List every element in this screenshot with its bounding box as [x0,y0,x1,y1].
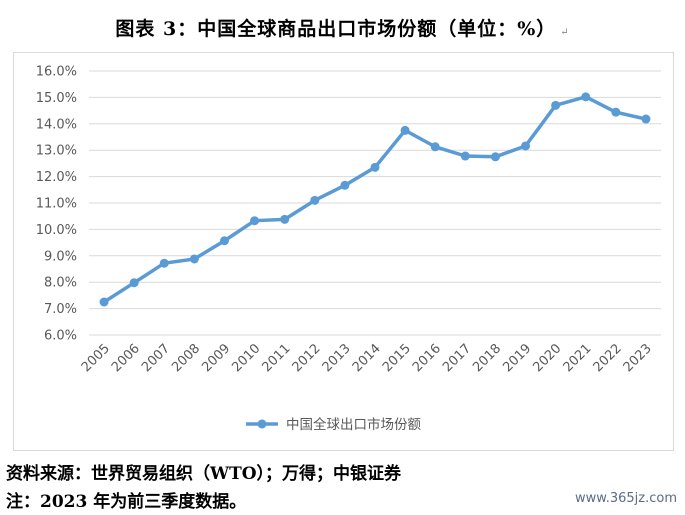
data-point [340,180,350,190]
legend-label: 中国全球出口市场份额 [286,416,421,433]
data-point [400,125,410,135]
x-tick-label: 2021 [561,341,595,375]
data-point [219,236,229,246]
data-point [521,141,531,151]
data-point [310,195,320,205]
data-point [129,278,139,288]
x-tick-label: 2009 [199,341,233,375]
source-line: 资料来源：世界贸易组织（WTO）；万得；中银证券 [6,464,402,484]
chart-frame: 6.0% 7.0% 8.0% 9.0% 10.0% 11.0% 12.0% 13.0% 14.0… [13,52,674,451]
x-tick-label: 2015 [380,341,414,375]
x-tick-label: 2014 [350,341,384,375]
y-tick-label: 6.0% [44,329,77,344]
series-line [103,95,647,304]
y-tick-label: 10.0% [36,223,77,238]
line-chart: 6.0% 7.0% 8.0% 9.0% 10.0% 11.0% 12.0% 13.0% 14.0… [36,65,661,433]
y-tick-label: 9.0% [44,249,77,264]
y-tick-label: 8.0% [44,276,77,291]
x-tick-label: 2018 [470,341,504,375]
note-line: 注：2023 年为前三季度数据。 [6,492,247,512]
data-point [460,151,470,161]
legend-marker [257,419,267,429]
x-tick-label: 2017 [440,341,474,375]
paragraph-mark: ↵ [560,27,570,38]
data-point [159,258,169,268]
x-tick-label: 2020 [530,341,564,375]
data-point [250,216,260,226]
x-tick-label: 2012 [290,341,324,375]
x-tick-label: 2010 [229,341,263,375]
x-tick-label: 2011 [260,341,294,375]
x-tick-label: 2022 [591,341,625,375]
data-point [581,92,591,102]
data-point [430,142,440,152]
y-tick-label: 11.0% [36,197,77,212]
data-point [611,107,621,117]
y-tick-label: 7.0% [44,302,77,317]
x-tick-label: 2006 [109,341,143,375]
data-point [189,254,199,264]
y-tick-label: 16.0% [36,65,77,80]
x-tick-label: 2019 [500,341,534,375]
x-tick-label: 2007 [139,341,173,375]
data-point [370,162,380,172]
y-tick-label: 15.0% [36,91,77,106]
data-point [551,100,561,110]
y-tick-label: 14.0% [36,117,77,132]
chart-title: 图表 3：中国全球商品出口市场份额（单位：%） ↵ [0,14,685,41]
x-tick-label: 2005 [79,341,113,375]
watermark: www.365jz.com [575,491,677,506]
x-tick-label: 2023 [621,341,655,375]
x-tick-label: 2016 [410,341,444,375]
x-tick-label: 2008 [169,341,203,375]
chart-title-text: 图表 3：中国全球商品出口市场份额（单位：%） [115,18,557,40]
data-point [641,114,651,124]
data-point [280,214,290,224]
x-tick-label: 2013 [320,341,354,375]
data-point [99,297,109,307]
y-tick-label: 13.0% [36,144,77,159]
y-tick-label: 12.0% [36,170,77,185]
data-point [490,152,500,162]
